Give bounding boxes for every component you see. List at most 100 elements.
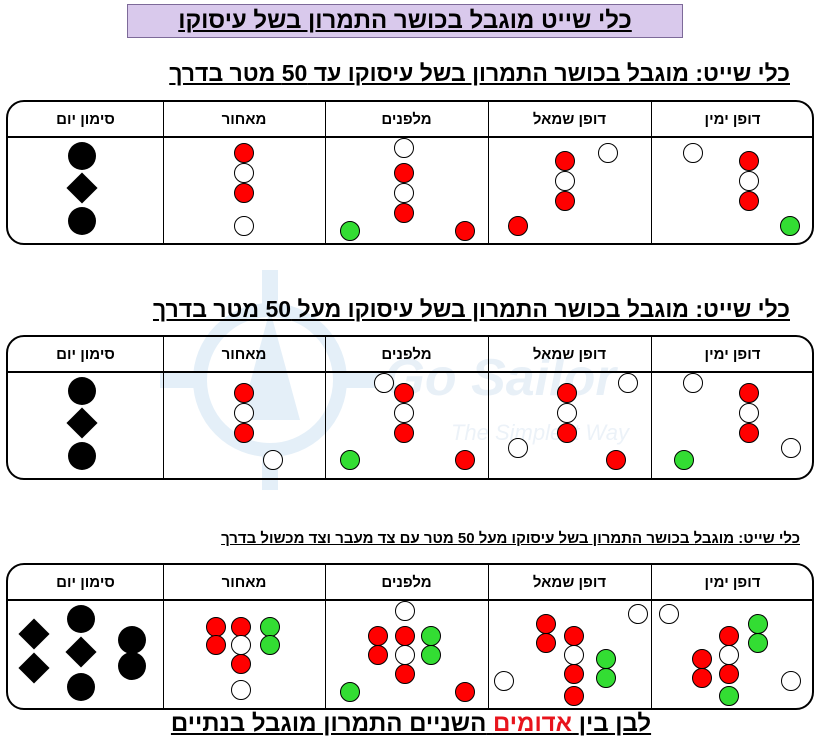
- green-light: [421, 645, 441, 665]
- green-light: [596, 649, 616, 669]
- red-light: [455, 221, 475, 241]
- red-light: [395, 626, 415, 646]
- white-light: [781, 671, 801, 691]
- column-divider: [488, 337, 489, 478]
- white-light: [494, 671, 514, 691]
- white-light: [781, 438, 801, 458]
- day-signal-ball: [118, 626, 146, 654]
- red-light: [719, 626, 739, 646]
- column-divider: [163, 102, 164, 243]
- green-light: [719, 686, 739, 706]
- column-divider: [488, 565, 489, 708]
- red-light: [536, 633, 556, 653]
- red-light: [564, 664, 584, 684]
- day-signal-ball: [118, 652, 146, 680]
- footer-prefix: לבן בין: [578, 710, 652, 737]
- day-signal-diamond: [18, 618, 50, 650]
- header-day-signal: סימון יום: [56, 573, 115, 591]
- column-divider: [488, 102, 489, 243]
- column-divider: [163, 565, 164, 708]
- red-light: [564, 686, 584, 706]
- red-light: [692, 649, 712, 669]
- day-signal-ball: [67, 673, 95, 701]
- white-light: [231, 635, 251, 655]
- white-light: [394, 183, 414, 203]
- column-divider: [651, 565, 652, 708]
- green-light: [748, 614, 768, 634]
- header-port: דופן שמאל: [532, 110, 607, 128]
- day-signal-ball: [68, 207, 96, 235]
- green-light: [748, 633, 768, 653]
- white-light: [555, 171, 575, 191]
- day-signal-diamond: [18, 652, 50, 684]
- red-light: [455, 682, 475, 702]
- white-light: [234, 403, 254, 423]
- red-light: [394, 163, 414, 183]
- white-light: [719, 645, 739, 665]
- red-light: [234, 423, 254, 443]
- white-light: [395, 645, 415, 665]
- header-stern: מאחור: [221, 573, 267, 591]
- column-divider: [325, 337, 326, 478]
- red-light: [606, 450, 626, 470]
- red-light: [394, 203, 414, 223]
- day-signal-ball: [67, 605, 95, 633]
- column-divider: [325, 102, 326, 243]
- white-light: [263, 450, 283, 470]
- green-light: [421, 626, 441, 646]
- white-light: [508, 438, 528, 458]
- red-light: [368, 626, 388, 646]
- lights-table-1: דופן ימין דופן שמאל מלפנים מאחור סימון י…: [6, 100, 814, 245]
- green-light: [260, 617, 280, 637]
- page-title: כלי שייט מוגבל בכושר התמרון בשל עיסוקו: [127, 4, 683, 38]
- header-front: מלפנים: [381, 573, 432, 591]
- lights-table-3: דופן ימין דופן שמאל מלפנים מאחור סימון י…: [6, 563, 814, 710]
- day-signal-diamond: [66, 407, 98, 439]
- header-stern: מאחור: [221, 110, 267, 128]
- section-title-2: כלי שייט: מוגבל בכושר התמרון בשל עיסוקו …: [152, 296, 790, 322]
- white-light: [564, 645, 584, 665]
- red-light: [394, 383, 414, 403]
- green-light: [674, 450, 694, 470]
- green-light: [780, 216, 800, 236]
- day-signal-diamond: [65, 636, 97, 668]
- red-light: [739, 423, 759, 443]
- red-light: [206, 617, 226, 637]
- column-divider: [651, 337, 652, 478]
- red-light: [564, 626, 584, 646]
- white-light: [659, 604, 679, 624]
- header-day-signal: סימון יום: [56, 110, 115, 128]
- red-light: [739, 191, 759, 211]
- header-divider: [8, 371, 812, 373]
- red-light: [692, 668, 712, 688]
- red-light: [455, 450, 475, 470]
- green-light: [260, 635, 280, 655]
- white-light: [598, 143, 618, 163]
- header-starboard: דופן ימין: [704, 573, 761, 591]
- green-light: [340, 450, 360, 470]
- white-light: [739, 171, 759, 191]
- footer-suffix: השניים התמרון מוגבל בנתיים: [170, 710, 487, 737]
- lights-table-2: דופן ימין דופן שמאל מלפנים מאחור סימון י…: [6, 335, 814, 480]
- header-port: דופן שמאל: [532, 345, 607, 363]
- white-light: [628, 604, 648, 624]
- red-light: [234, 383, 254, 403]
- section-title-1: כלי שייט: מוגבל בכושר התמרון בשל עיסוקו …: [169, 60, 790, 86]
- white-light: [374, 373, 394, 393]
- white-light: [231, 680, 251, 700]
- green-light: [340, 221, 360, 241]
- header-port: דופן שמאל: [532, 573, 607, 591]
- footer-caption: לבן בין אדומים השניים התמרון מוגבל בנתיי…: [0, 710, 822, 738]
- white-light: [618, 373, 638, 393]
- white-light: [234, 163, 254, 183]
- white-light: [395, 601, 415, 621]
- column-divider: [651, 102, 652, 243]
- white-light: [557, 403, 577, 423]
- header-stern: מאחור: [221, 345, 267, 363]
- white-light: [683, 373, 703, 393]
- red-light: [739, 151, 759, 171]
- column-divider: [163, 337, 164, 478]
- footer-highlight: אדומים: [492, 710, 573, 737]
- red-light: [231, 617, 251, 637]
- day-signal-ball: [68, 377, 96, 405]
